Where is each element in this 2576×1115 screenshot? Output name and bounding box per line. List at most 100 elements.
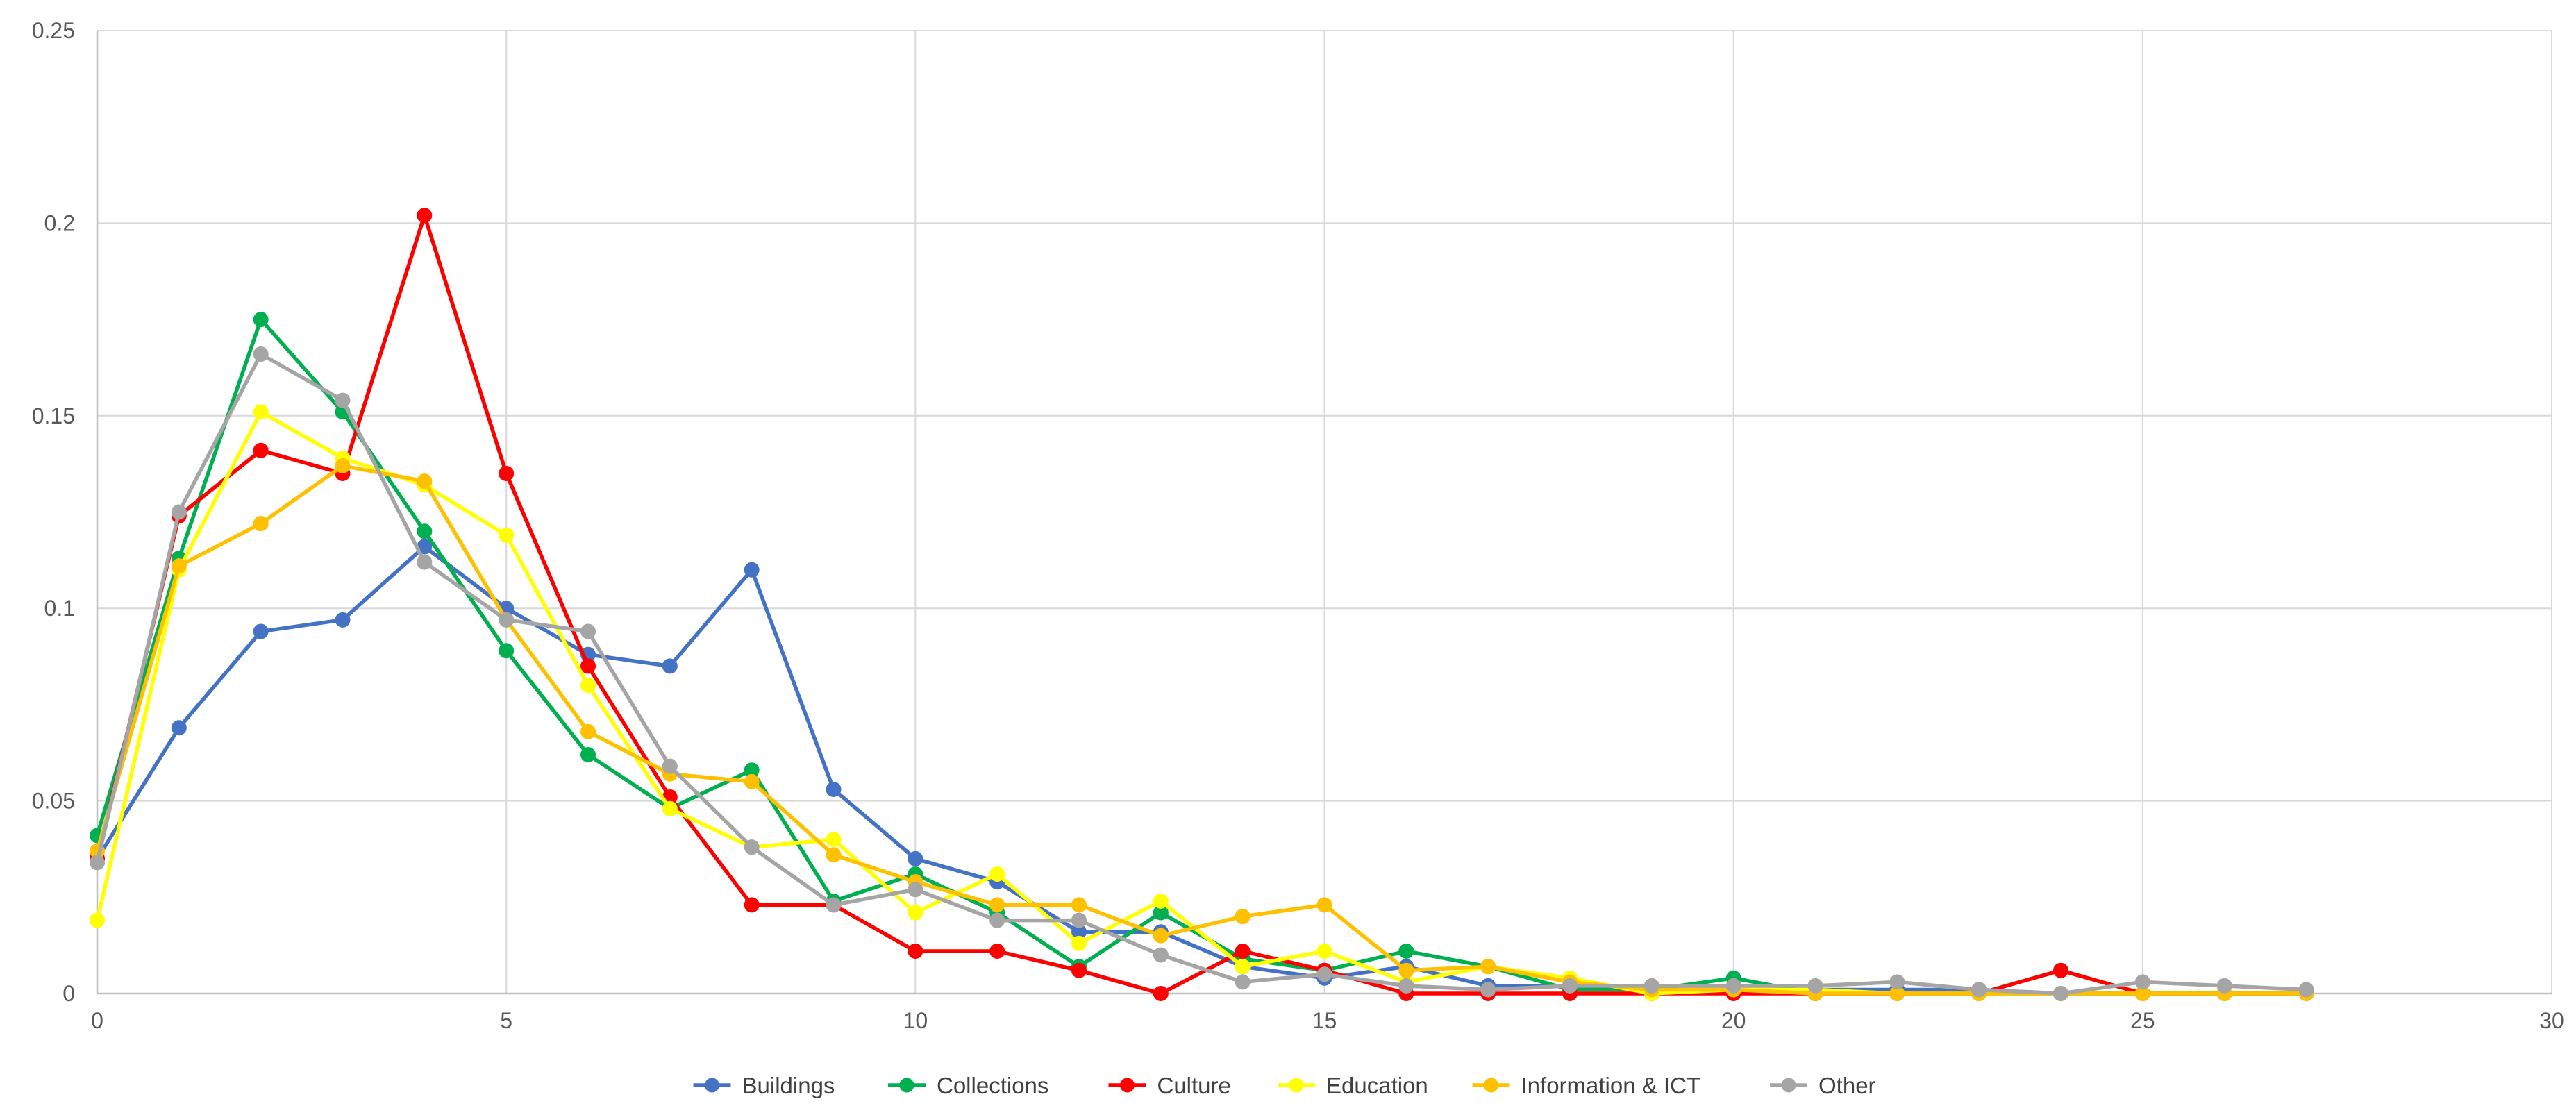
data-point-information-ict: [1398, 962, 1414, 978]
data-point-collections: [253, 312, 269, 328]
data-point-buildings: [826, 781, 842, 797]
data-point-culture: [1235, 943, 1251, 959]
x-tick-label: 15: [1312, 1008, 1337, 1033]
data-point-other: [1398, 978, 1414, 994]
data-point-information-ict: [744, 773, 760, 789]
data-point-education: [1071, 935, 1087, 951]
data-point-information-ict: [989, 897, 1005, 913]
data-point-education: [989, 866, 1005, 882]
data-point-buildings: [744, 562, 760, 578]
data-point-collections: [417, 523, 433, 539]
data-point-culture: [989, 943, 1005, 959]
data-point-information-ict: [171, 558, 187, 574]
data-point-buildings: [908, 850, 923, 866]
data-point-information-ict: [1480, 959, 1496, 975]
data-point-culture: [744, 897, 760, 913]
x-tick-label: 30: [2539, 1008, 2564, 1033]
legend-item-culture: Culture: [1108, 1073, 1231, 1098]
data-point-other: [2216, 978, 2232, 994]
data-point-information-ict: [1316, 897, 1332, 913]
data-point-other: [1153, 947, 1169, 963]
legend-label: Other: [1818, 1073, 1876, 1098]
data-point-other: [1235, 974, 1251, 990]
data-point-other: [1971, 982, 1987, 998]
data-point-other: [171, 504, 187, 520]
data-point-education: [662, 800, 678, 816]
y-tick-label: 0: [62, 981, 75, 1006]
y-tick-label: 0.2: [44, 210, 75, 235]
x-tick-label: 10: [903, 1008, 928, 1033]
legend-label: Collections: [937, 1073, 1048, 1098]
data-point-other: [1480, 982, 1496, 998]
legend-swatch-marker: [1289, 1078, 1304, 1093]
data-point-buildings: [335, 612, 351, 628]
data-point-education: [253, 404, 269, 420]
legend-swatch-marker: [1781, 1078, 1796, 1093]
data-point-other: [580, 623, 596, 639]
data-point-culture: [908, 943, 923, 959]
data-point-buildings: [171, 720, 187, 736]
data-point-culture: [1071, 962, 1087, 978]
y-tick-label: 0.25: [32, 18, 75, 43]
data-point-information-ict: [580, 723, 596, 739]
data-point-culture: [417, 208, 433, 224]
data-point-other: [1725, 978, 1741, 994]
data-point-other: [989, 912, 1005, 928]
data-point-other: [2053, 986, 2068, 1001]
data-point-culture: [2053, 962, 2068, 978]
data-point-other: [1644, 978, 1659, 994]
legend-label: Culture: [1157, 1073, 1231, 1098]
series-other: [90, 346, 2314, 1001]
data-point-information-ict: [417, 473, 433, 489]
data-point-education: [826, 832, 842, 848]
y-tick-label: 0.05: [32, 789, 75, 814]
data-point-other: [1316, 966, 1332, 982]
data-point-other: [1889, 974, 1905, 990]
data-point-information-ict: [253, 516, 269, 532]
data-point-other: [662, 758, 678, 774]
data-point-information-ict: [335, 458, 351, 473]
data-point-culture: [253, 442, 269, 458]
x-tick-label: 0: [91, 1008, 103, 1033]
data-point-culture: [580, 658, 596, 674]
data-point-other: [417, 554, 433, 570]
data-point-education: [499, 527, 515, 543]
legend-swatch-marker: [1484, 1078, 1498, 1093]
data-point-education: [90, 912, 105, 928]
data-point-other: [499, 612, 515, 628]
x-tick-label: 25: [2130, 1008, 2155, 1033]
data-point-other: [1562, 978, 1578, 994]
data-point-other: [908, 882, 923, 898]
data-point-education: [1235, 959, 1251, 975]
data-point-education: [908, 905, 923, 921]
x-tick-label: 20: [1721, 1008, 1746, 1033]
legend-item-information-ict: Information & ICT: [1472, 1073, 1701, 1098]
data-point-other: [1807, 978, 1823, 994]
data-point-other: [744, 839, 760, 855]
legend-swatch-marker: [1120, 1078, 1135, 1093]
legend-label: Buildings: [742, 1073, 835, 1098]
y-tick-label: 0.1: [44, 596, 75, 621]
series-group: [90, 208, 2314, 1001]
legend-label: Information & ICT: [1521, 1073, 1701, 1098]
legend-swatch-marker: [899, 1078, 914, 1093]
data-point-other: [1071, 912, 1087, 928]
tick-labels: 0 5 10 15 20 25 30 0 0.05 0.1 0.15 0.2 0.25: [32, 18, 2564, 1033]
data-point-buildings: [662, 658, 678, 674]
data-point-collections: [1398, 943, 1414, 959]
legend-item-collections: Collections: [888, 1073, 1048, 1098]
data-point-other: [2134, 974, 2150, 990]
legend: Buildings Collections Culture Education Info…: [693, 1073, 1876, 1098]
data-point-education: [1316, 943, 1332, 959]
data-point-other: [826, 897, 842, 913]
data-point-other: [90, 855, 105, 871]
data-point-collections: [499, 643, 515, 659]
data-point-information-ict: [1235, 909, 1251, 925]
series-line-information-ict: [95, 464, 2309, 996]
data-point-culture: [499, 466, 515, 482]
data-point-information-ict: [1071, 897, 1087, 913]
legend-item-buildings: Buildings: [693, 1073, 835, 1098]
series-line-other: [95, 352, 2309, 996]
